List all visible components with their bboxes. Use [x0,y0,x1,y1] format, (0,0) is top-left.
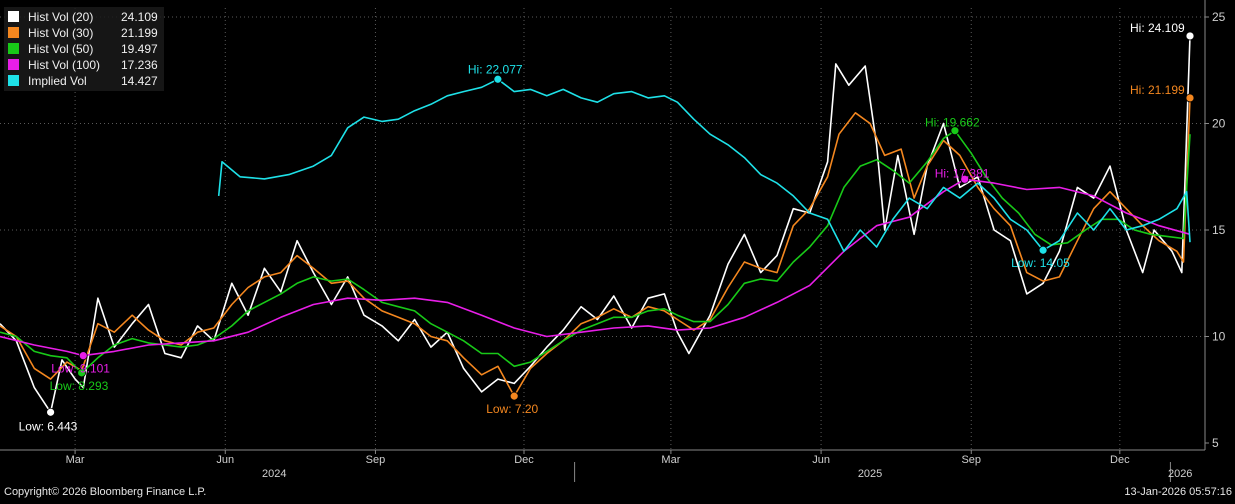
legend-series-name: Hist Vol (20) [28,10,93,24]
legend: Hist Vol (20) 24.109 Hist Vol (30) 21.199 Hi… [4,7,164,91]
legend-swatch [8,11,19,22]
extreme-label: Low: 9.101 [51,362,110,376]
legend-series-name: Implied Vol [28,74,87,88]
year-label: 2025 [858,468,882,480]
legend-swatch [8,43,19,54]
y-tick-label: 15 [1212,223,1226,237]
legend-series-name: Hist Vol (50) [28,42,93,56]
year-label: 2026 [1168,468,1192,480]
extreme-marker [77,368,87,378]
series-line-2 [0,97,1191,397]
extreme-marker [493,74,503,84]
timestamp-text: 13-Jan-2026 05:57:16 [1124,486,1232,498]
y-tick-label: 10 [1212,330,1226,344]
legend-background [4,7,164,91]
x-tick-label: Dec [1110,454,1130,466]
series-line-3 [0,129,1191,374]
x-tick-label: Mar [661,454,680,466]
legend-series-value: 19.497 [121,42,158,56]
extreme-marker [78,351,88,361]
extreme-marker [46,407,56,417]
extreme-label: Low: 14.05 [1011,256,1070,270]
legend-series-name: Hist Vol (30) [28,26,93,40]
x-tick-label: Sep [961,454,981,466]
y-tick-label: 20 [1212,117,1226,131]
grid-layer [0,8,1205,450]
extreme-label: Low: 8.293 [50,379,109,393]
extreme-label: Low: 6.443 [19,419,78,433]
year-label: 2024 [262,468,286,480]
x-tick-label: Sep [366,454,386,466]
extreme-marker [950,126,960,136]
legend-series-name: Hist Vol (100) [28,58,100,72]
extreme-marker [1185,93,1195,103]
extreme-label: Hi: 19.662 [925,116,980,130]
extreme-label: Hi: 22.077 [468,62,523,76]
y-tick-label: 5 [1212,436,1219,450]
extreme-label: Hi: 21.199 [1130,83,1185,97]
extreme-marker [509,391,519,401]
legend-series-value: 17.236 [121,58,158,72]
legend-swatch [8,27,19,38]
copyright-text: Copyright© 2026 Bloomberg Finance L.P. [4,486,206,498]
y-tick-label: 25 [1212,10,1226,24]
legend-series-value: 24.109 [121,10,158,24]
extreme-label: Low: 7.20 [486,402,538,416]
extreme-label: Hi: 17.381 [935,166,990,180]
legend-series-value: 21.199 [121,26,158,40]
x-tick-label: Dec [514,454,534,466]
legend-swatch [8,59,19,70]
legend-swatch [8,75,19,86]
extreme-marker [1185,31,1195,41]
legend-series-value: 14.427 [121,74,158,88]
x-tick-label: Mar [66,454,85,466]
annotation-layer: Low: 6.443 Hi: 24.109 Low: 7.20 Hi: 21.199 L… [19,21,1195,433]
extreme-label: Hi: 24.109 [1130,21,1185,35]
x-tick-label: Jun [216,454,234,466]
extreme-marker [1038,245,1048,255]
extreme-marker [960,174,970,184]
series-line-4 [0,178,1191,357]
x-tick-label: Jun [812,454,830,466]
